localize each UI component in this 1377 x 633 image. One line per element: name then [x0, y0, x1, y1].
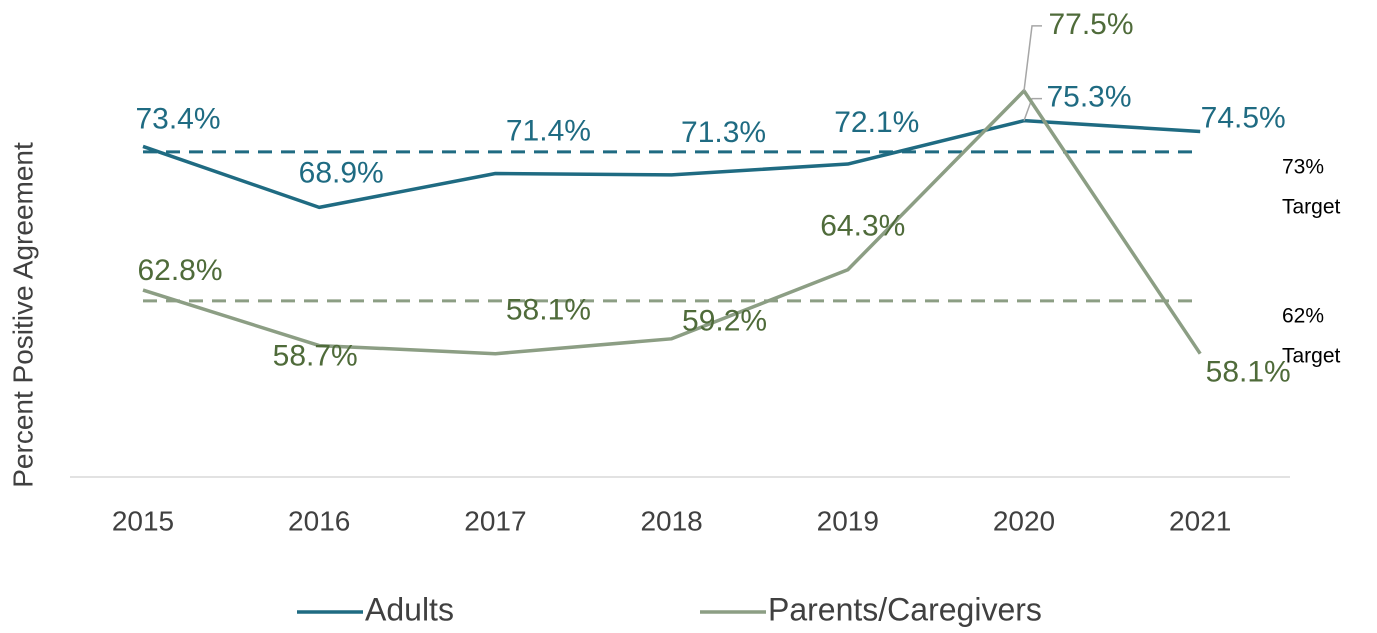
y-axis-label: Percent Positive Agreement [7, 142, 38, 488]
legend-label: Parents/Caregivers [768, 591, 1042, 627]
data-label: 71.4% [506, 114, 591, 147]
target-label: 73% [1282, 155, 1324, 178]
target-text: Target [1282, 344, 1341, 367]
x-tick-label: 2020 [993, 505, 1055, 536]
target-text: Target [1282, 195, 1341, 218]
data-label: 58.1% [1206, 356, 1291, 389]
data-label: 75.3% [1046, 81, 1131, 114]
x-tick-label: 2015 [112, 505, 174, 536]
data-label: 68.9% [299, 156, 384, 189]
data-label: 71.3% [681, 116, 766, 149]
data-label: 74.5% [1201, 101, 1286, 134]
data-label: 77.5% [1048, 8, 1133, 41]
data-label: 59.2% [682, 305, 767, 338]
target-label: 62% [1282, 304, 1324, 327]
data-label: 64.3% [820, 210, 905, 243]
x-tick-label: 2019 [817, 505, 879, 536]
data-label: 62.8% [137, 254, 222, 287]
x-tick-label: 2016 [288, 505, 350, 536]
x-tick-label: 2018 [640, 505, 702, 536]
x-tick-label: 2021 [1169, 505, 1231, 536]
data-label: 58.7% [273, 340, 358, 373]
data-label: 72.1% [834, 106, 919, 139]
x-tick-label: 2017 [464, 505, 526, 536]
leader-line [1023, 25, 1042, 91]
data-label: 58.1% [506, 294, 591, 327]
data-label: 73.4% [135, 102, 220, 135]
legend-label: Adults [365, 591, 454, 627]
leader-line [1023, 97, 1042, 121]
series-line [142, 89, 1202, 356]
